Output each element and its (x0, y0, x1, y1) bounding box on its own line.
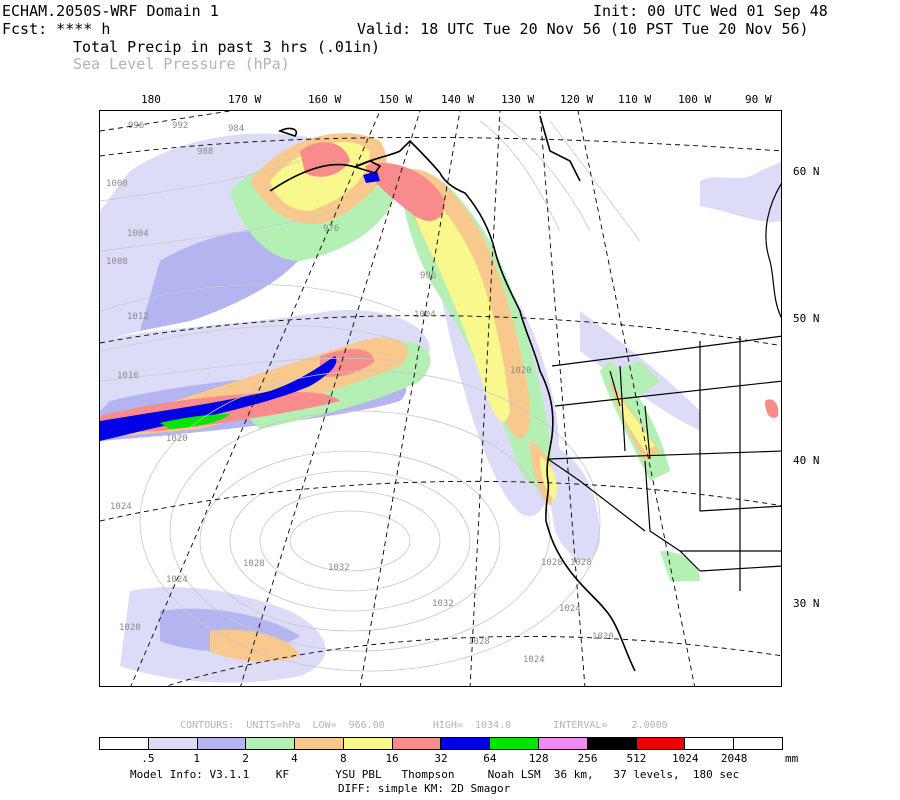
isobar-label: 1024 (110, 502, 132, 512)
init-time: Init: 00 UTC Wed 01 Sep 48 (593, 2, 828, 20)
isobar-label: 1020 (166, 434, 188, 444)
legend-tick-label: 1024 (672, 752, 699, 765)
forecast-hour: Fcst: **** h (2, 20, 111, 38)
model-info: Model Info: V3.1.1 KF YSU PBL Thompson N… (130, 768, 740, 781)
isobar-label: 1016 (117, 371, 139, 381)
lon-label-110w: 110 W (618, 93, 652, 106)
isobar-label: 976 (323, 224, 339, 234)
isobar-label: 1004 (414, 310, 436, 320)
isobar-label: 1008 (106, 257, 128, 267)
legend-tick-label: 16 (385, 752, 399, 765)
legend-swatch (392, 738, 442, 749)
isobar-label: 1024 (166, 575, 188, 585)
valid-time: Valid: 18 UTC Tue 20 Nov 56 (10 PST Tue … (357, 20, 809, 38)
isobar-label: 1012 (127, 312, 149, 322)
legend-tick-label: 256 (577, 752, 598, 765)
state-borders (547, 183, 781, 591)
legend-swatch (636, 738, 686, 749)
lon-label-170w: 170 W (228, 93, 262, 106)
precip-blue (100, 171, 380, 441)
legend-swatch (343, 738, 393, 749)
legend-swatch (539, 738, 588, 749)
coastline (269, 115, 636, 672)
lon-label-100w: 100 W (678, 93, 712, 106)
legend-tick-label: 32 (434, 752, 448, 765)
legend-swatch (148, 738, 198, 749)
isobar-label: 1020 (510, 366, 532, 376)
legend-tick-label: .5 (141, 752, 155, 765)
isobar-label: 992 (172, 121, 188, 131)
legend-swatch (100, 738, 149, 749)
isobar-label: 1024 (559, 604, 581, 614)
legend-unit: mm (785, 752, 799, 765)
legend-tick-label: 2 (242, 752, 249, 765)
isobar-label: 1020 (119, 623, 141, 633)
isobar-labels: 996 992 984 988 1000 1004 1008 1012 1016… (106, 121, 614, 665)
map-panel[interactable]: 996 992 984 988 1000 1004 1008 1012 1016… (99, 110, 782, 687)
legend-tick-label: 2048 (720, 752, 748, 765)
isobar-label: 1028 (541, 558, 563, 568)
isobar-label: 1004 (127, 229, 149, 239)
latlon-grid (100, 111, 781, 686)
isobar-label: 1024 (523, 655, 545, 665)
lon-label-150w: 150 W (379, 93, 413, 106)
isobar-label: 1020 (592, 632, 614, 642)
lon-label-130w: 130 W (501, 93, 535, 106)
legend-swatch (490, 738, 540, 749)
precip-legend (99, 737, 783, 750)
lon-label-90w: 90 W (745, 93, 772, 106)
isobar-label: 1028 (570, 558, 592, 568)
field-title-precip: Total Precip in past 3 hrs (.01in) (73, 38, 381, 56)
legend-tick-label: 1 (193, 752, 201, 765)
legend-swatch (734, 738, 782, 749)
lon-label-120w: 120 W (560, 93, 594, 106)
isobar-label: 1000 (106, 179, 128, 189)
isobar-label: 984 (228, 124, 244, 134)
isobar-label: 1032 (432, 599, 454, 609)
isobar-label: 988 (197, 147, 213, 157)
isobar-label: 1032 (328, 563, 350, 573)
legend-swatch (587, 738, 637, 749)
model-diff-info: DIFF: simple KM: 2D Smagor (338, 782, 511, 795)
legend-tick-label: 4 (291, 752, 298, 765)
isobars (100, 120, 641, 672)
isobar-label: 996 (128, 121, 144, 131)
isobar-label: 1028 (468, 637, 490, 647)
isobar-label: 1028 (243, 559, 265, 569)
isobar-label: 996 (420, 271, 436, 281)
legend-swatch (685, 738, 735, 749)
legend-swatch (295, 738, 344, 749)
precip-bright-green (160, 414, 230, 429)
lat-label-60n: 60 N (793, 165, 820, 178)
legend-swatch (246, 738, 296, 749)
lat-label-40n: 40 N (793, 454, 820, 467)
contour-info: CONTOURS: UNITS=hPa LOW= 966.00 HIGH= 10… (180, 720, 668, 731)
lon-label-160w: 160 W (308, 93, 342, 106)
lon-label-180: 180 (141, 93, 161, 106)
lat-label-30n: 30 N (793, 597, 820, 610)
legend-tick-label: 512 (626, 752, 647, 765)
model-title: ECHAM.2050S-WRF Domain 1 (2, 2, 219, 20)
legend-swatch (441, 738, 491, 749)
legend-tick-label: 64 (483, 752, 497, 765)
lat-label-50n: 50 N (793, 312, 820, 325)
map-canvas: 996 992 984 988 1000 1004 1008 1012 1016… (100, 111, 781, 686)
legend-tick-label: 128 (528, 752, 549, 765)
legend-tick-label: 8 (339, 752, 347, 765)
field-title-slp: Sea Level Pressure (hPa) (73, 55, 290, 73)
lon-label-140w: 140 W (441, 93, 475, 106)
legend-swatch (197, 738, 247, 749)
